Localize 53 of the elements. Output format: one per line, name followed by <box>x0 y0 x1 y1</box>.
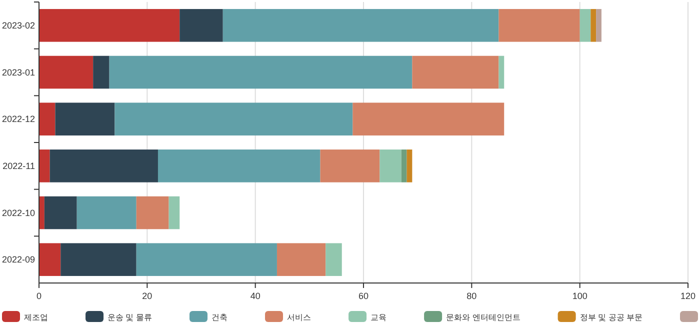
x-tick-label: 40 <box>250 291 260 301</box>
bar <box>136 196 169 230</box>
bar <box>109 56 412 89</box>
bar <box>590 9 596 42</box>
bar <box>158 150 320 182</box>
bar <box>39 150 50 182</box>
bar <box>406 150 412 182</box>
bar <box>180 9 223 42</box>
bar <box>326 243 342 276</box>
legend-label: 제조업 <box>24 313 48 322</box>
x-tick-label: 80 <box>466 291 477 301</box>
x-tick-label: 60 <box>358 291 369 301</box>
y-tick-label: 2023-02 <box>2 20 35 30</box>
x-tick-label: 100 <box>572 291 588 301</box>
bar <box>168 196 180 230</box>
y-tick-label: 2022-11 <box>2 160 35 171</box>
legend-label: 정부 및 공공 부문 <box>580 313 642 322</box>
bar <box>39 56 94 89</box>
bar <box>580 9 591 42</box>
bar <box>76 196 136 230</box>
bar <box>136 243 277 276</box>
bar <box>39 243 61 276</box>
bar <box>380 150 402 182</box>
bar <box>93 56 110 89</box>
bar <box>55 102 115 136</box>
bar <box>44 196 77 230</box>
bar <box>276 243 326 276</box>
bar <box>39 9 180 42</box>
bar <box>60 243 136 276</box>
bar <box>320 150 380 182</box>
x-tick-label: 120 <box>680 291 696 301</box>
bar <box>498 9 580 42</box>
bar <box>596 9 602 42</box>
y-tick-label: 2022-12 <box>2 114 35 124</box>
legend-label: 교육 <box>370 313 387 322</box>
bar <box>498 56 504 89</box>
legend-label: 건축 <box>211 313 228 322</box>
legend-label: 문화와 엔터테인먼트 <box>446 313 520 322</box>
y-tick-label: 2022-09 <box>2 254 35 265</box>
legend-label: 서비스 <box>287 313 312 322</box>
x-tick-label: 0 <box>36 291 42 301</box>
bar <box>412 56 499 89</box>
x-tick-label: 20 <box>142 291 152 301</box>
legend-label: 운송 및 물류 <box>108 313 152 322</box>
bar <box>50 150 158 182</box>
y-tick-label: 2023-01 <box>2 67 35 78</box>
bar <box>352 102 504 136</box>
bar <box>39 196 44 230</box>
bar <box>39 102 56 136</box>
bar <box>401 150 407 182</box>
bar <box>114 102 353 136</box>
y-tick-label: 2022-10 <box>2 208 35 218</box>
bar <box>222 9 499 42</box>
